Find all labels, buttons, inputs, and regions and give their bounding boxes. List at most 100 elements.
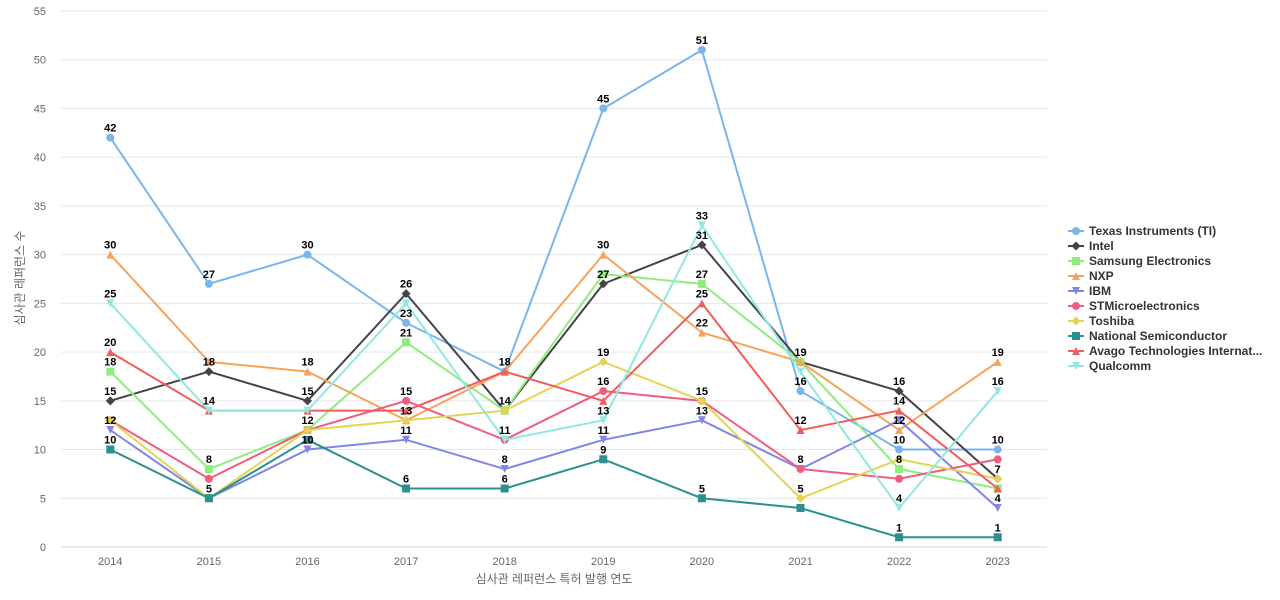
data-point[interactable] xyxy=(598,357,608,367)
series-7[interactable] xyxy=(106,435,1002,542)
data-point[interactable] xyxy=(204,406,213,415)
data-point[interactable] xyxy=(500,435,509,444)
data-point[interactable] xyxy=(895,426,904,435)
data-point[interactable] xyxy=(895,416,904,425)
legend-item[interactable]: Texas Instruments (TI) xyxy=(1068,224,1216,238)
data-point[interactable] xyxy=(993,445,1002,454)
data-point[interactable] xyxy=(796,387,805,396)
legend-item[interactable]: Avago Technologies Internat... xyxy=(1068,344,1262,358)
data-point[interactable] xyxy=(402,338,411,347)
legend-item[interactable]: Toshiba xyxy=(1068,314,1134,328)
data-point[interactable] xyxy=(402,318,411,327)
data-point[interactable] xyxy=(894,386,904,396)
data-point[interactable] xyxy=(599,416,608,425)
data-point[interactable] xyxy=(204,474,213,483)
data-point[interactable] xyxy=(993,533,1002,542)
data-point[interactable] xyxy=(993,455,1002,464)
data-point[interactable] xyxy=(105,415,115,425)
legend-item[interactable]: STMicroelectronics xyxy=(1068,299,1200,313)
data-point[interactable] xyxy=(796,367,805,376)
data-point[interactable] xyxy=(895,445,904,454)
series-4[interactable] xyxy=(106,416,1002,513)
data-point[interactable] xyxy=(993,474,1003,484)
legend-label: Qualcomm xyxy=(1089,359,1151,373)
data-point[interactable] xyxy=(204,367,214,377)
data-point[interactable] xyxy=(796,357,805,366)
data-point[interactable] xyxy=(402,299,411,308)
data-label: 16 xyxy=(597,376,609,388)
legend-item[interactable]: IBM xyxy=(1068,284,1111,298)
legend-item[interactable]: Samsung Electronics xyxy=(1068,254,1211,268)
data-point[interactable] xyxy=(105,396,115,406)
data-point[interactable] xyxy=(303,367,312,376)
data-point[interactable] xyxy=(599,396,608,405)
data-point[interactable] xyxy=(500,465,509,474)
data-point[interactable] xyxy=(402,484,411,493)
data-point[interactable] xyxy=(993,387,1002,396)
data-point[interactable] xyxy=(895,465,904,474)
data-point[interactable] xyxy=(402,406,411,415)
data-point[interactable] xyxy=(401,289,411,299)
data-point[interactable] xyxy=(599,455,608,464)
data-point[interactable] xyxy=(303,406,312,415)
data-point[interactable] xyxy=(204,357,213,366)
x-tick-label: 2022 xyxy=(887,556,911,568)
data-point[interactable] xyxy=(401,415,411,425)
series-9[interactable] xyxy=(106,221,1002,513)
data-point[interactable] xyxy=(598,279,608,289)
data-point[interactable] xyxy=(106,250,115,259)
legend-item[interactable]: Intel xyxy=(1068,239,1114,253)
data-point[interactable] xyxy=(106,445,115,454)
data-point[interactable] xyxy=(106,367,115,376)
data-point[interactable] xyxy=(895,406,904,415)
data-point[interactable] xyxy=(697,416,706,425)
data-point[interactable] xyxy=(993,357,1002,366)
data-point[interactable] xyxy=(796,426,805,435)
data-point[interactable] xyxy=(106,299,115,308)
data-point[interactable] xyxy=(106,133,115,142)
data-point[interactable] xyxy=(894,454,904,464)
data-point[interactable] xyxy=(106,348,115,357)
data-point[interactable] xyxy=(204,279,213,288)
data-point[interactable] xyxy=(697,221,706,230)
legend-item[interactable]: NXP xyxy=(1068,269,1114,283)
data-point[interactable] xyxy=(697,396,707,406)
data-point[interactable] xyxy=(303,435,312,444)
data-point[interactable] xyxy=(402,396,411,405)
data-point[interactable] xyxy=(697,240,707,250)
data-point[interactable] xyxy=(599,387,608,396)
data-point[interactable] xyxy=(895,474,904,483)
data-point[interactable] xyxy=(106,426,115,435)
data-point[interactable] xyxy=(697,494,706,503)
data-point[interactable] xyxy=(402,435,411,444)
legend-item[interactable]: National Semiconductor xyxy=(1068,329,1227,343)
data-point[interactable] xyxy=(697,328,706,337)
data-point[interactable] xyxy=(599,250,608,259)
legend-item[interactable]: Qualcomm xyxy=(1068,359,1151,373)
data-point[interactable] xyxy=(599,104,608,113)
data-point[interactable] xyxy=(993,484,1002,493)
data-point[interactable] xyxy=(796,493,805,503)
data-point[interactable] xyxy=(895,504,904,513)
data-point[interactable] xyxy=(303,445,312,454)
data-point[interactable] xyxy=(599,270,608,279)
data-point[interactable] xyxy=(500,367,509,376)
data-point[interactable] xyxy=(697,299,706,308)
data-point[interactable] xyxy=(796,504,805,513)
data-point[interactable] xyxy=(697,45,706,54)
series-1[interactable] xyxy=(105,240,1003,484)
data-point[interactable] xyxy=(303,425,312,435)
data-point[interactable] xyxy=(599,435,608,444)
data-point[interactable] xyxy=(500,406,510,416)
data-point[interactable] xyxy=(697,279,706,288)
data-point[interactable] xyxy=(500,484,509,493)
data-point[interactable] xyxy=(796,465,805,474)
series-0[interactable] xyxy=(106,45,1002,454)
data-point[interactable] xyxy=(204,494,213,503)
data-point[interactable] xyxy=(204,465,213,474)
data-point[interactable] xyxy=(303,250,312,259)
data-point[interactable] xyxy=(895,533,904,542)
data-point[interactable] xyxy=(993,504,1002,513)
data-point[interactable] xyxy=(303,396,312,406)
